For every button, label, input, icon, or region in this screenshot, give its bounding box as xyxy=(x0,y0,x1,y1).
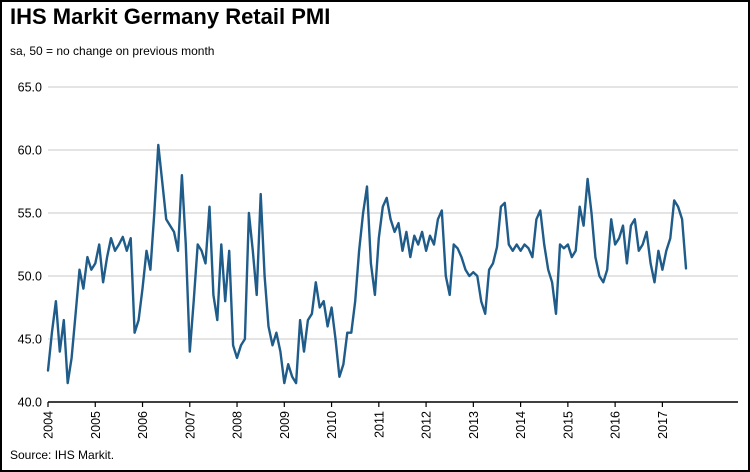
x-axis-tick-label: 2004 xyxy=(42,411,56,439)
x-axis-tick-label: 2009 xyxy=(278,411,292,439)
x-axis-tick-label: 2017 xyxy=(656,411,670,439)
y-axis-tick-label: 65.0 xyxy=(18,81,42,95)
pmi-line-chart: 40.0 45.0 50.0 55.0 60.0 65.0 2004 2005 2006 2007… xyxy=(18,81,738,439)
y-axis-tick-label: 60.0 xyxy=(18,144,42,158)
x-axis-tick-label: 2007 xyxy=(183,411,197,439)
chart-subtitle: sa, 50 = no change on previous month xyxy=(10,44,215,58)
y-axis-tick-label: 40.0 xyxy=(18,396,42,410)
y-axis-tick-label: 45.0 xyxy=(18,333,42,347)
x-axis-tick-label: 2012 xyxy=(420,411,434,439)
y-axis-tick-label: 55.0 xyxy=(18,207,42,221)
x-axis-tick-label: 2014 xyxy=(514,411,528,439)
x-axis-tick-label: 2008 xyxy=(231,411,245,439)
page-title: IHS Markit Germany Retail PMI xyxy=(10,4,331,29)
x-axis-tick-label: 2016 xyxy=(609,411,623,439)
x-axis-tick-label: 2015 xyxy=(561,411,575,439)
pmi-series-line xyxy=(46,143,688,385)
source-note: Source: IHS Markit. xyxy=(10,448,115,462)
x-axis-tick-label: 2006 xyxy=(136,411,150,439)
x-axis-tick-label: 2005 xyxy=(89,411,103,439)
y-axis-tick-label: 50.0 xyxy=(18,270,42,284)
x-axis-tick-label: 2013 xyxy=(467,411,481,439)
x-axis-tick-label: 2011 xyxy=(372,411,386,438)
x-axis-tick-label: 2010 xyxy=(325,411,339,439)
